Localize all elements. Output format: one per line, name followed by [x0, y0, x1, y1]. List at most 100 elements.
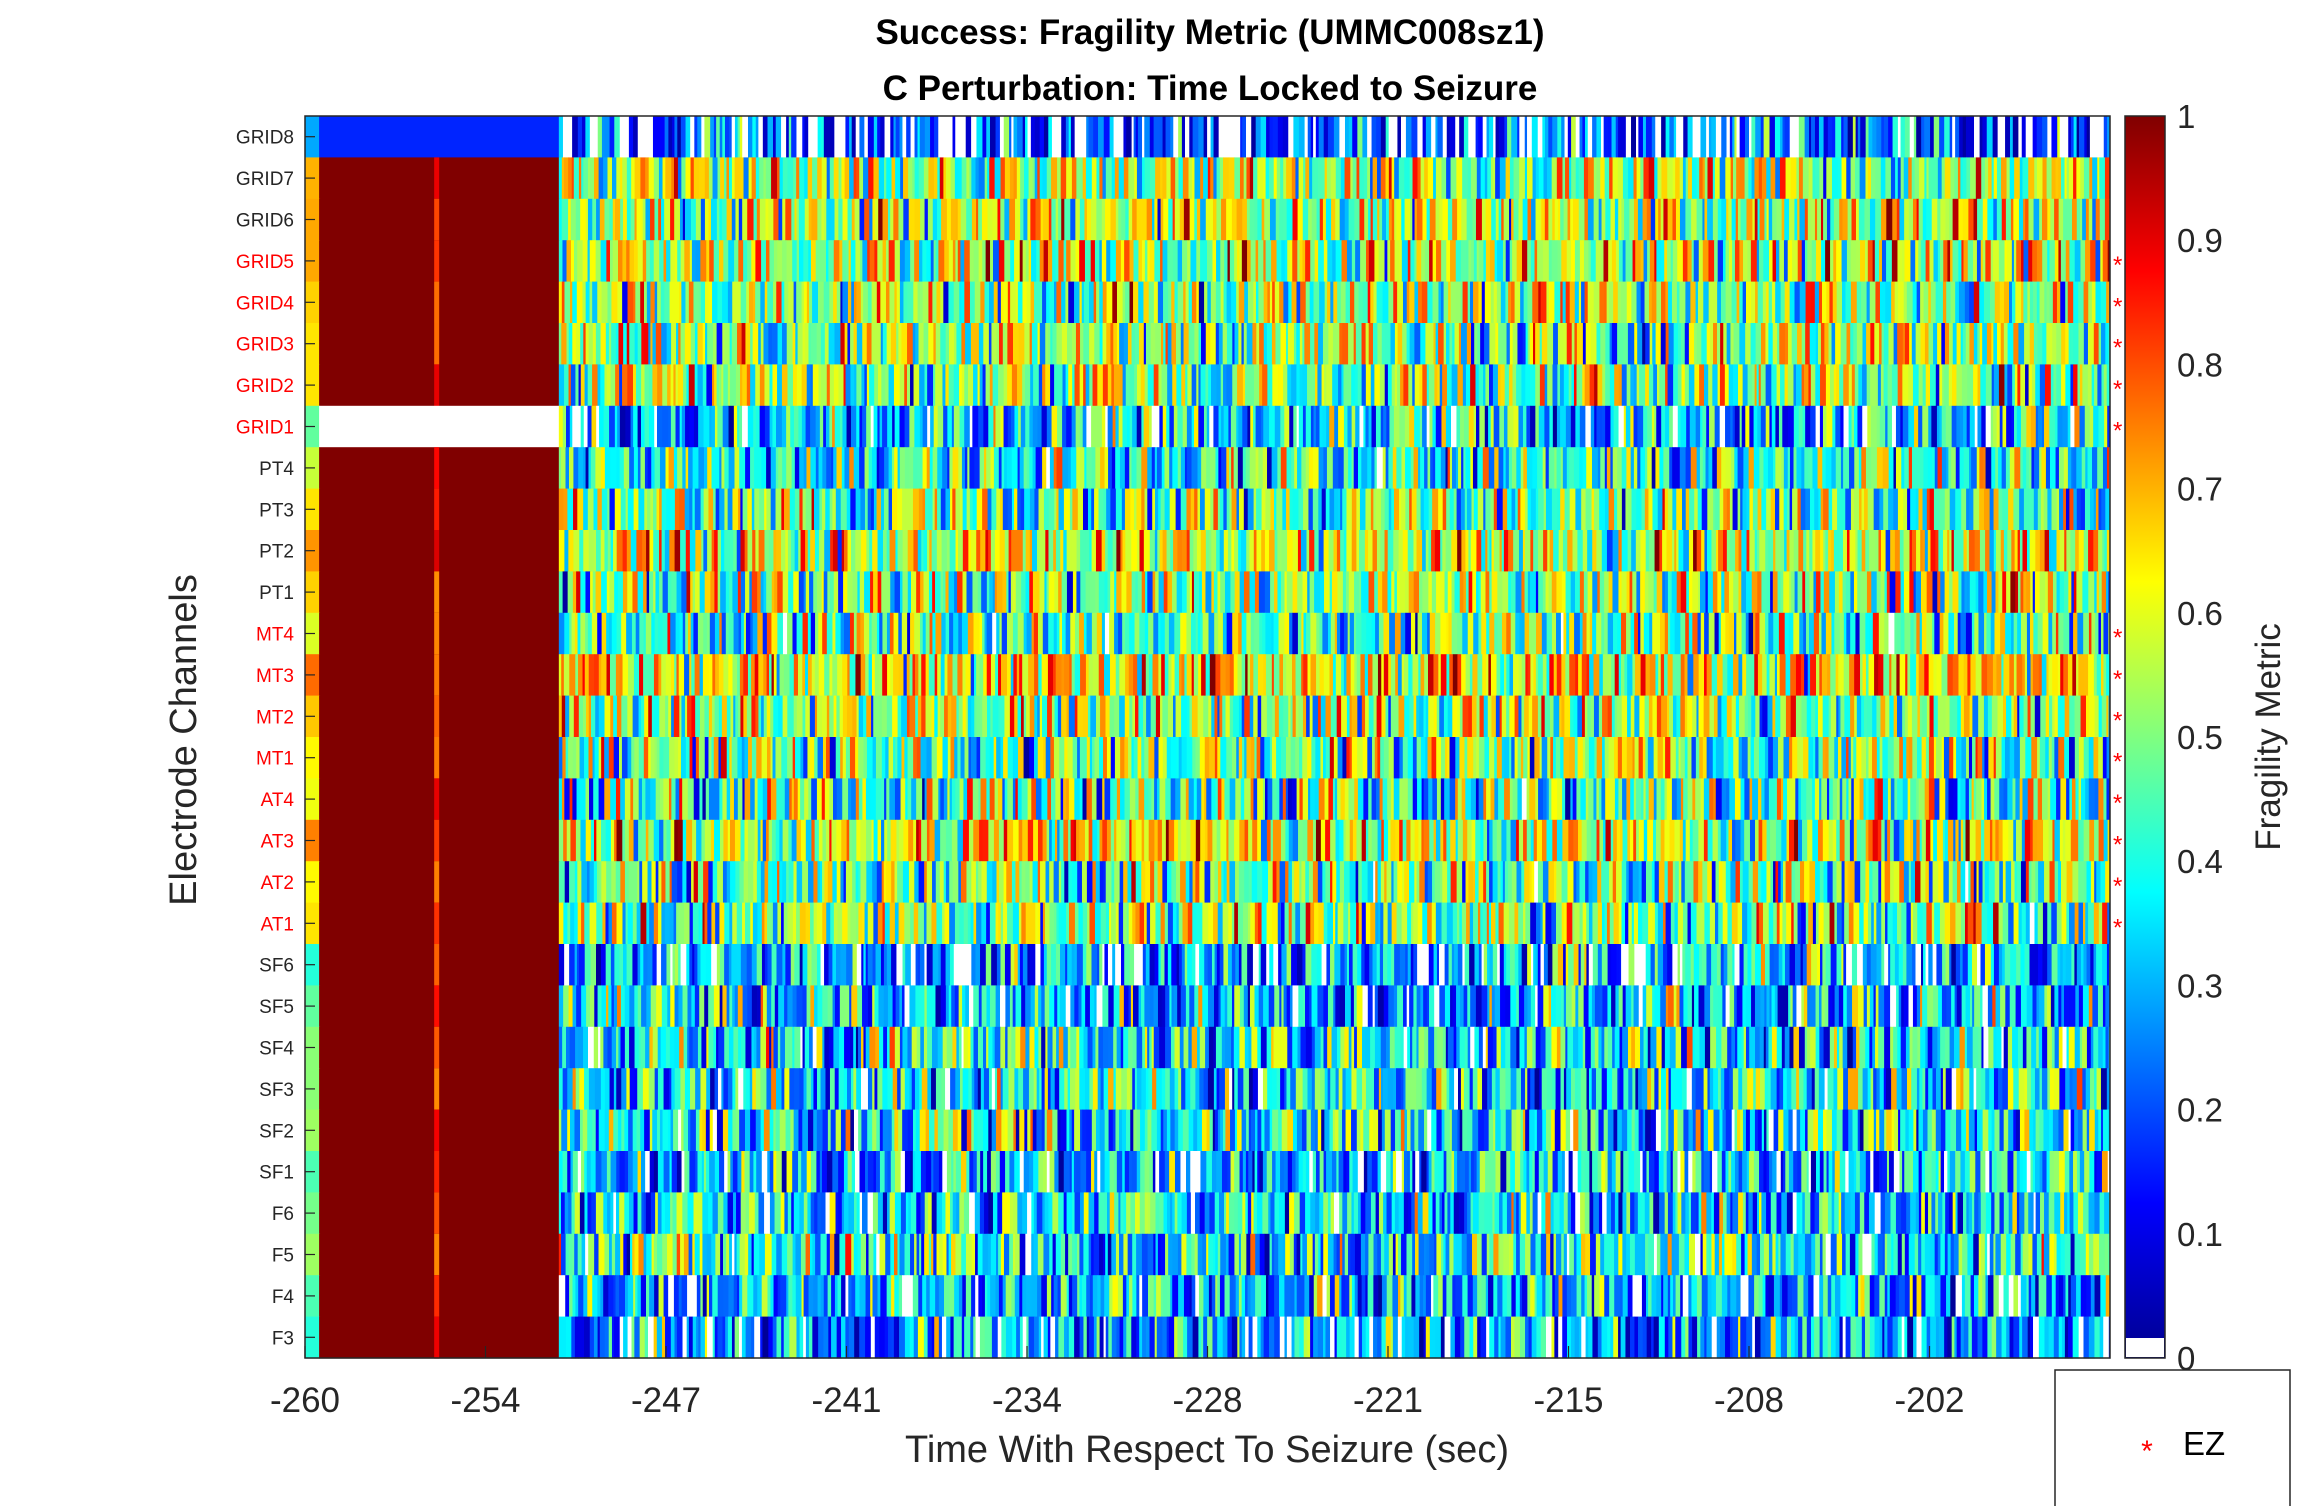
heatmap-cell	[1379, 198, 1383, 241]
heatmap-cell	[1193, 405, 1199, 448]
heatmap-cell	[1269, 157, 1275, 200]
heatmap-cell	[1455, 281, 1461, 324]
heatmap-cell	[1654, 240, 1657, 283]
heatmap-cell	[945, 157, 951, 200]
heatmap-cell	[1754, 530, 1758, 572]
heatmap-cell	[856, 612, 861, 655]
heatmap-cell	[2058, 447, 2065, 490]
heatmap-cell	[1839, 488, 1846, 531]
heatmap-cell	[1242, 405, 1248, 448]
heatmap-cell	[948, 364, 955, 407]
heatmap-cell	[1232, 364, 1238, 407]
heatmap-cell	[2004, 364, 2008, 407]
heatmap-cell	[1494, 612, 1498, 655]
heatmap-cell	[1310, 323, 1315, 365]
heatmap-cell	[1472, 198, 1477, 241]
heatmap-cell	[1126, 405, 1131, 448]
heatmap-cell	[1904, 323, 1910, 365]
heatmap-cell	[1367, 281, 1371, 324]
heatmap-cell	[937, 488, 942, 531]
heatmap-cell	[1952, 364, 1957, 407]
heatmap-cell	[882, 240, 887, 283]
heatmap-cell	[710, 571, 715, 614]
heatmap-cell	[1144, 116, 1151, 158]
heatmap-cell	[1329, 488, 1335, 531]
heatmap-cell	[1289, 405, 1294, 448]
heatmap-cell	[996, 612, 1000, 655]
heatmap-cell	[2029, 281, 2034, 324]
heatmap-cell	[705, 281, 709, 324]
heatmap-cell	[1911, 323, 1917, 365]
heatmap-cell	[1509, 198, 1512, 241]
heatmap-cell	[1726, 198, 1729, 241]
heatmap-cell	[1636, 157, 1641, 200]
heatmap-cell	[1490, 488, 1495, 531]
heatmap-cell	[1315, 364, 1318, 407]
heatmap-cell	[1836, 364, 1840, 407]
heatmap-cell	[1678, 323, 1682, 365]
heatmap-cell	[948, 116, 953, 158]
heatmap-cell	[1697, 116, 1701, 158]
heatmap-cell	[835, 488, 842, 531]
heatmap-cell	[1383, 612, 1390, 655]
heatmap-cell	[2034, 157, 2038, 200]
heatmap-cell	[1485, 240, 1491, 283]
heatmap-cell	[2089, 116, 2095, 158]
heatmap-cell	[1101, 405, 1106, 448]
heatmap-cell	[1281, 530, 1288, 572]
heatmap-cell	[928, 571, 933, 614]
heatmap-cell	[879, 612, 883, 655]
heatmap-cell	[434, 240, 440, 283]
heatmap-cell	[1739, 157, 1745, 200]
heatmap-cell	[1164, 488, 1171, 531]
heatmap-cell	[1351, 447, 1355, 490]
heatmap-cell	[935, 240, 939, 283]
heatmap-cell	[1347, 612, 1351, 655]
heatmap-cell	[796, 364, 803, 407]
heatmap-cell	[1047, 240, 1053, 283]
heatmap-cell	[611, 323, 617, 365]
heatmap-cell	[604, 116, 610, 158]
heatmap-cell	[1207, 157, 1211, 200]
heatmap-cell	[1470, 530, 1477, 572]
heatmap-cell	[2101, 488, 2106, 531]
heatmap-cell	[1163, 571, 1168, 614]
heatmap-cell	[842, 198, 848, 241]
heatmap-cell	[853, 612, 858, 655]
heatmap-cell	[676, 571, 682, 614]
heatmap-cell	[2094, 364, 2098, 407]
heatmap-cell	[1608, 240, 1613, 283]
heatmap-cell	[2104, 157, 2111, 200]
heatmap-cell	[2039, 447, 2042, 490]
heatmap-cell	[2041, 405, 2045, 448]
heatmap-cell	[644, 364, 648, 407]
heatmap-cell	[1689, 405, 1697, 448]
heatmap-cell	[1797, 488, 1802, 531]
heatmap-cell	[1913, 116, 1917, 158]
heatmap-cell	[1937, 281, 1944, 324]
heatmap-cell	[1794, 198, 1798, 241]
heatmap-cell	[1989, 530, 1995, 572]
heatmap-cell	[1954, 157, 1959, 200]
heatmap-cell	[1539, 323, 1543, 365]
heatmap-cell	[1274, 571, 1278, 614]
heatmap-cell	[1035, 447, 1041, 490]
heatmap-cell	[1526, 447, 1533, 490]
heatmap-cell	[2095, 198, 2101, 241]
heatmap-cell	[1629, 198, 1635, 241]
heatmap-cell	[867, 281, 873, 324]
heatmap-cell	[2031, 364, 2036, 407]
heatmap-cell	[1210, 281, 1217, 324]
heatmap-cell	[1523, 281, 1528, 324]
heatmap-cell	[1789, 488, 1793, 531]
heatmap-cell	[1092, 364, 1098, 407]
heatmap-cell	[1899, 198, 1905, 241]
heatmap-cell	[643, 323, 649, 365]
heatmap-cell	[748, 116, 753, 158]
heatmap-cell	[2028, 447, 2032, 490]
heatmap-cell	[1904, 116, 1911, 158]
heatmap-cell	[1509, 364, 1513, 407]
heatmap-cell	[736, 530, 741, 572]
heatmap-cell	[1319, 612, 1323, 655]
